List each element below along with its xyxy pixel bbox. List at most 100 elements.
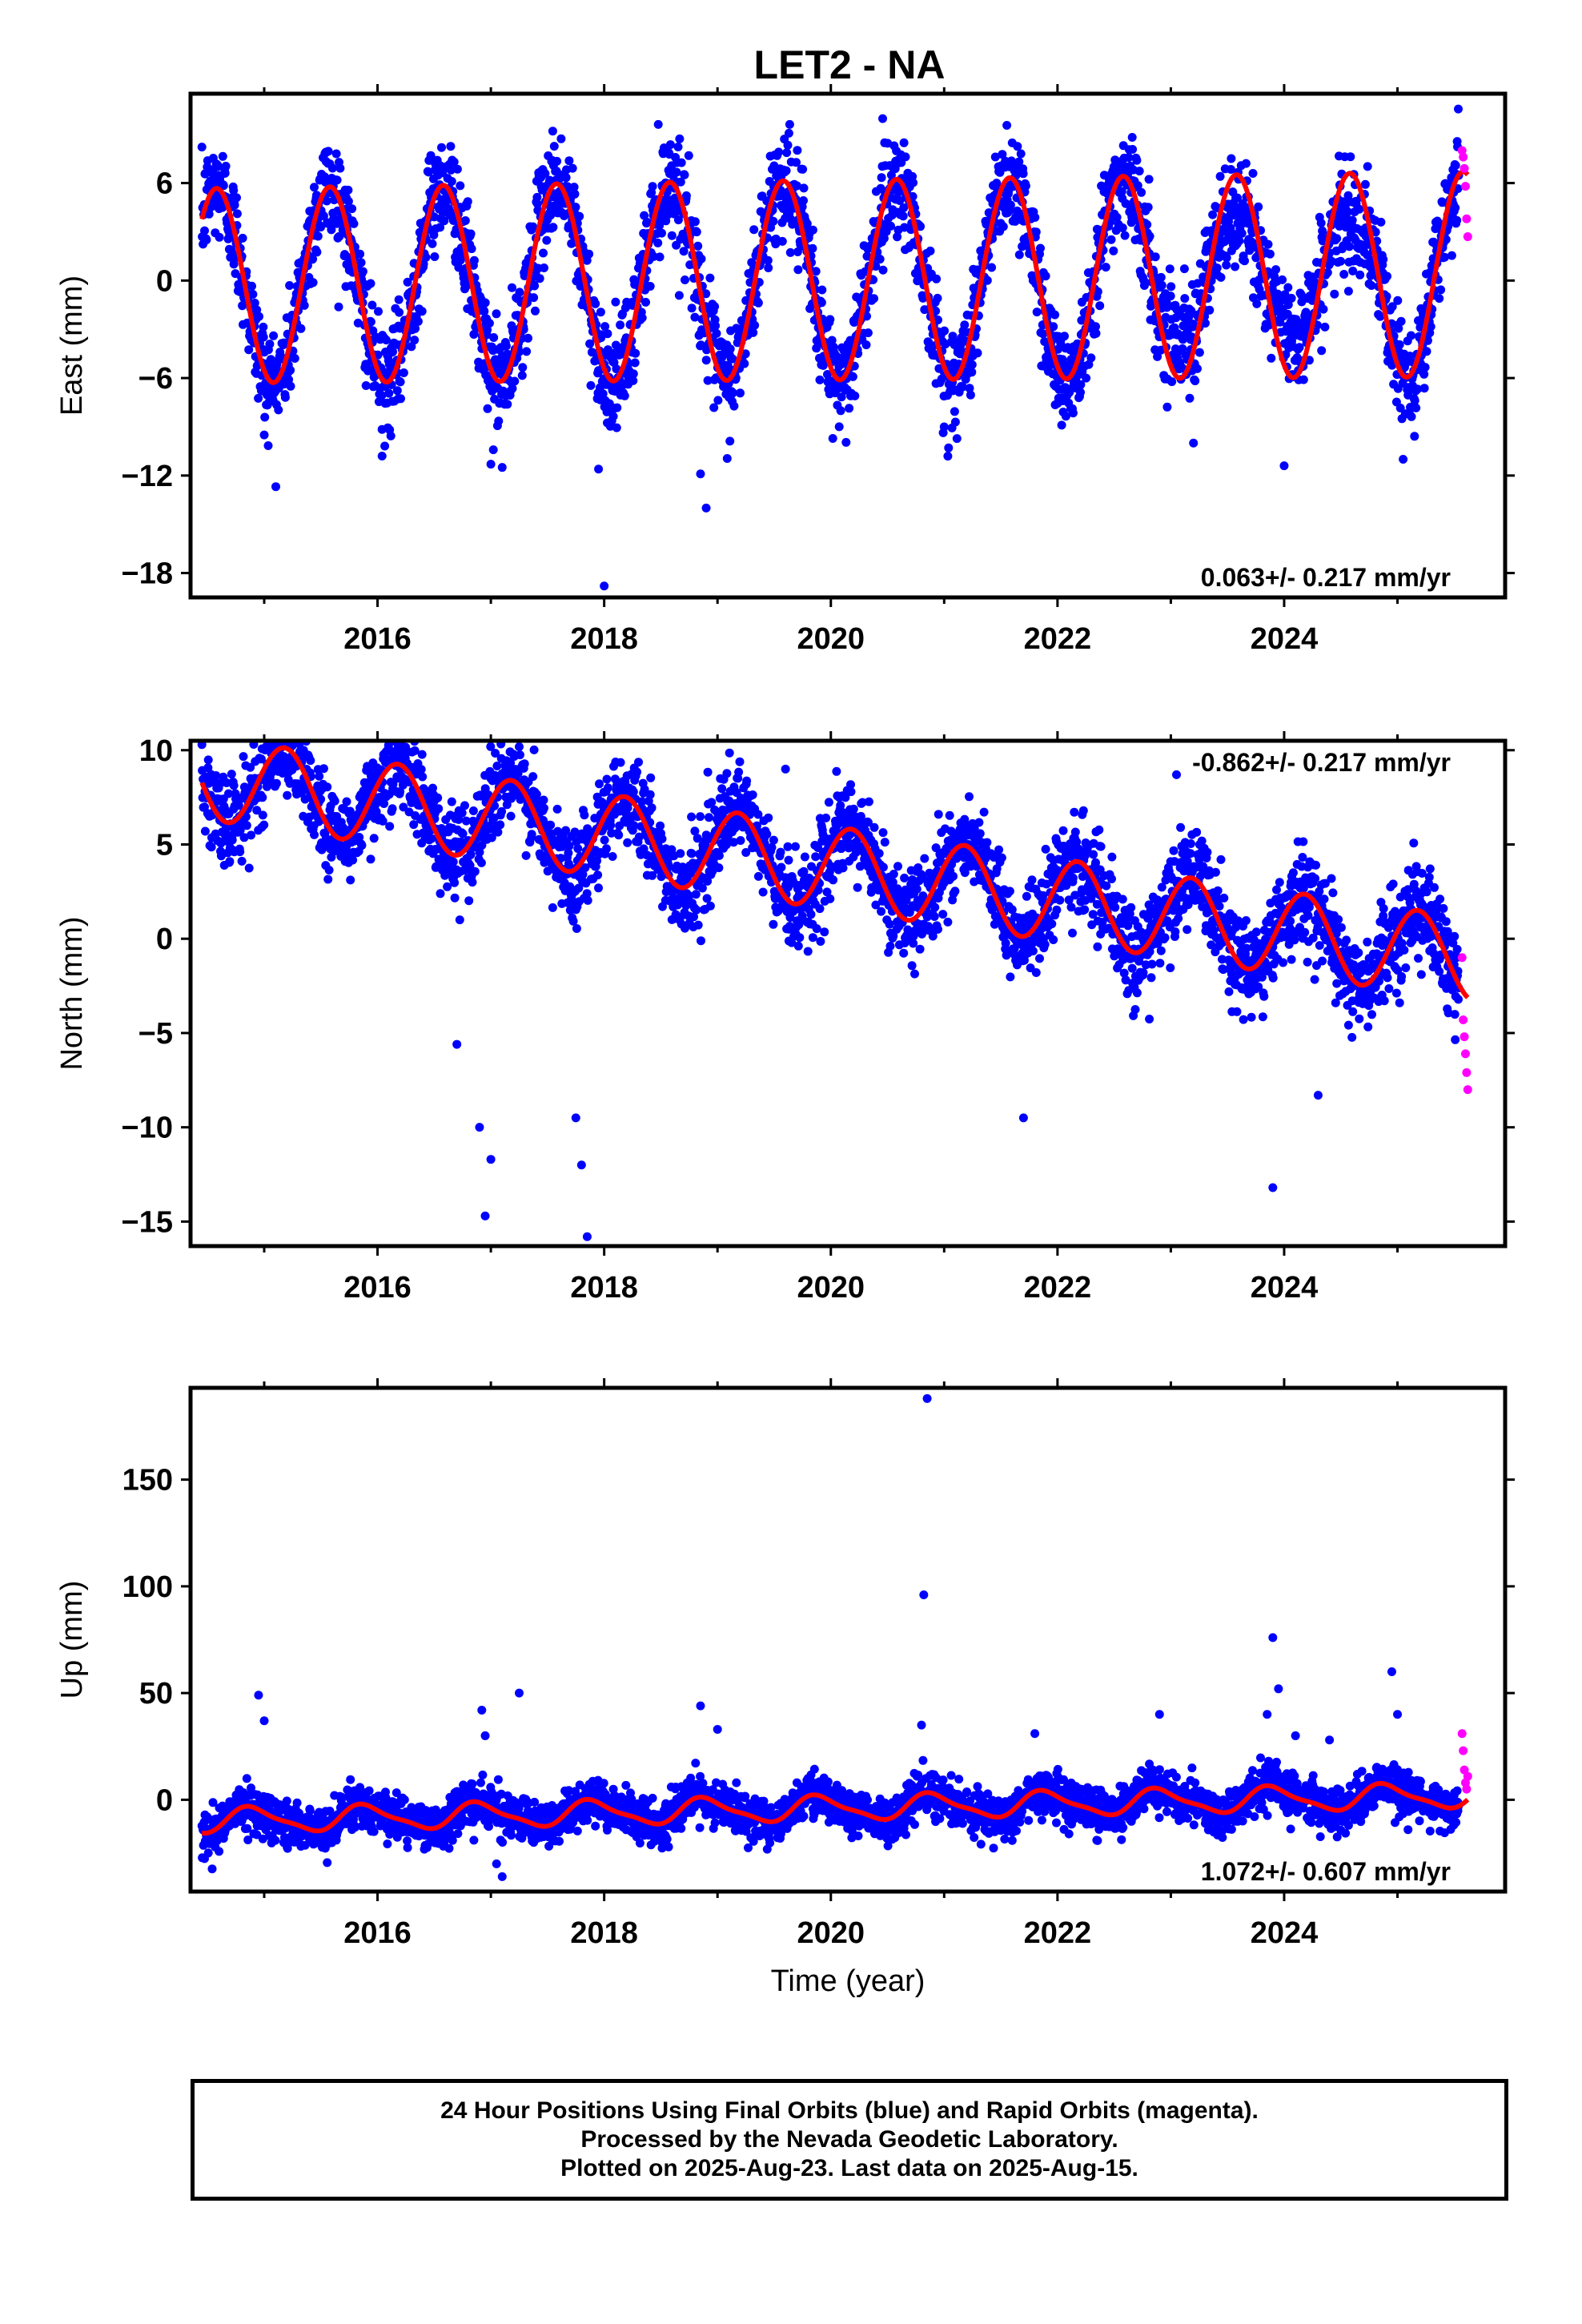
final-point bbox=[893, 232, 902, 242]
final-point bbox=[909, 178, 918, 187]
final-point bbox=[793, 146, 802, 155]
final-point bbox=[1410, 432, 1419, 441]
final-point bbox=[824, 376, 833, 385]
final-point bbox=[460, 801, 469, 810]
final-point bbox=[717, 352, 727, 362]
final-point bbox=[841, 437, 851, 447]
final-point bbox=[383, 710, 391, 718]
final-point bbox=[1265, 249, 1275, 259]
final-point bbox=[1303, 312, 1312, 322]
final-point bbox=[692, 905, 701, 915]
final-point bbox=[1346, 152, 1355, 162]
final-point bbox=[877, 173, 886, 183]
final-point bbox=[1021, 181, 1030, 191]
final-point bbox=[1451, 161, 1460, 170]
final-point bbox=[1013, 142, 1022, 151]
final-point bbox=[494, 416, 504, 426]
x-axis-label: Time (year) bbox=[771, 1964, 926, 1998]
model-line-east bbox=[199, 169, 1470, 385]
final-point bbox=[944, 443, 954, 452]
final-point bbox=[1191, 376, 1200, 386]
final-point bbox=[1157, 280, 1166, 290]
final-point bbox=[293, 727, 302, 736]
final-point bbox=[399, 368, 408, 377]
final-point bbox=[411, 324, 420, 333]
final-point bbox=[247, 281, 256, 291]
rapid-point bbox=[1460, 163, 1469, 173]
final-point bbox=[850, 391, 860, 400]
final-point bbox=[522, 347, 532, 356]
final-point bbox=[1150, 252, 1160, 262]
final-point bbox=[327, 163, 337, 173]
final-point bbox=[396, 377, 405, 387]
final-point bbox=[426, 151, 436, 160]
final-outlier-point bbox=[1399, 455, 1408, 464]
final-point bbox=[390, 729, 399, 738]
final-point bbox=[276, 720, 285, 729]
final-point bbox=[1091, 328, 1101, 338]
final-point bbox=[349, 219, 359, 228]
final-point bbox=[266, 355, 275, 364]
final-point bbox=[403, 707, 412, 716]
final-point bbox=[319, 764, 328, 774]
final-point bbox=[967, 360, 977, 369]
final-point bbox=[798, 164, 808, 174]
final-point bbox=[532, 192, 542, 202]
final-point bbox=[1383, 271, 1391, 281]
final-outlier-point bbox=[1189, 438, 1199, 448]
final-point bbox=[736, 836, 745, 845]
final-point bbox=[1363, 162, 1372, 171]
final-point bbox=[973, 348, 982, 358]
final-point bbox=[1355, 204, 1364, 214]
final-point bbox=[811, 852, 821, 862]
final-point bbox=[684, 151, 693, 160]
final-point bbox=[637, 313, 647, 323]
final-point bbox=[1082, 373, 1091, 383]
final-point bbox=[492, 309, 501, 319]
final-point bbox=[606, 821, 616, 830]
final-point bbox=[600, 322, 610, 332]
final-point bbox=[1323, 267, 1332, 277]
final-point bbox=[332, 175, 342, 185]
final-point bbox=[1041, 271, 1050, 281]
final-point bbox=[229, 259, 239, 269]
final-point bbox=[1393, 296, 1403, 305]
final-point bbox=[878, 265, 888, 275]
final-point bbox=[1252, 299, 1262, 308]
x-tick-label: 2024 bbox=[1251, 622, 1319, 656]
final-point bbox=[1208, 210, 1218, 219]
final-point bbox=[1127, 133, 1137, 142]
final-point bbox=[1348, 266, 1358, 275]
final-point bbox=[1410, 396, 1419, 405]
final-point bbox=[834, 422, 844, 432]
final-point bbox=[575, 211, 584, 221]
final-point bbox=[1165, 264, 1174, 274]
final-point bbox=[280, 392, 290, 402]
final-point bbox=[374, 307, 383, 316]
final-point bbox=[225, 857, 235, 866]
final-point bbox=[1240, 256, 1249, 266]
final-point bbox=[278, 720, 287, 729]
final-point bbox=[648, 182, 657, 191]
final-point bbox=[916, 222, 926, 231]
final-point bbox=[1215, 171, 1225, 181]
final-point bbox=[1296, 290, 1306, 300]
final-point bbox=[777, 862, 786, 872]
final-point bbox=[287, 716, 295, 725]
final-point bbox=[1254, 202, 1263, 211]
final-point bbox=[548, 223, 558, 232]
rapid-point bbox=[1460, 182, 1470, 191]
final-point bbox=[677, 158, 686, 167]
final-point bbox=[492, 762, 502, 770]
final-point bbox=[402, 730, 411, 739]
final-point bbox=[219, 181, 228, 191]
final-point bbox=[1216, 272, 1226, 282]
y-tick-label: −18 bbox=[122, 557, 173, 591]
final-point bbox=[573, 844, 583, 854]
final-point bbox=[749, 225, 759, 235]
final-point bbox=[366, 317, 375, 327]
final-point bbox=[248, 290, 258, 299]
final-point bbox=[815, 904, 825, 914]
final-point bbox=[572, 924, 581, 933]
final-point bbox=[1145, 231, 1154, 241]
